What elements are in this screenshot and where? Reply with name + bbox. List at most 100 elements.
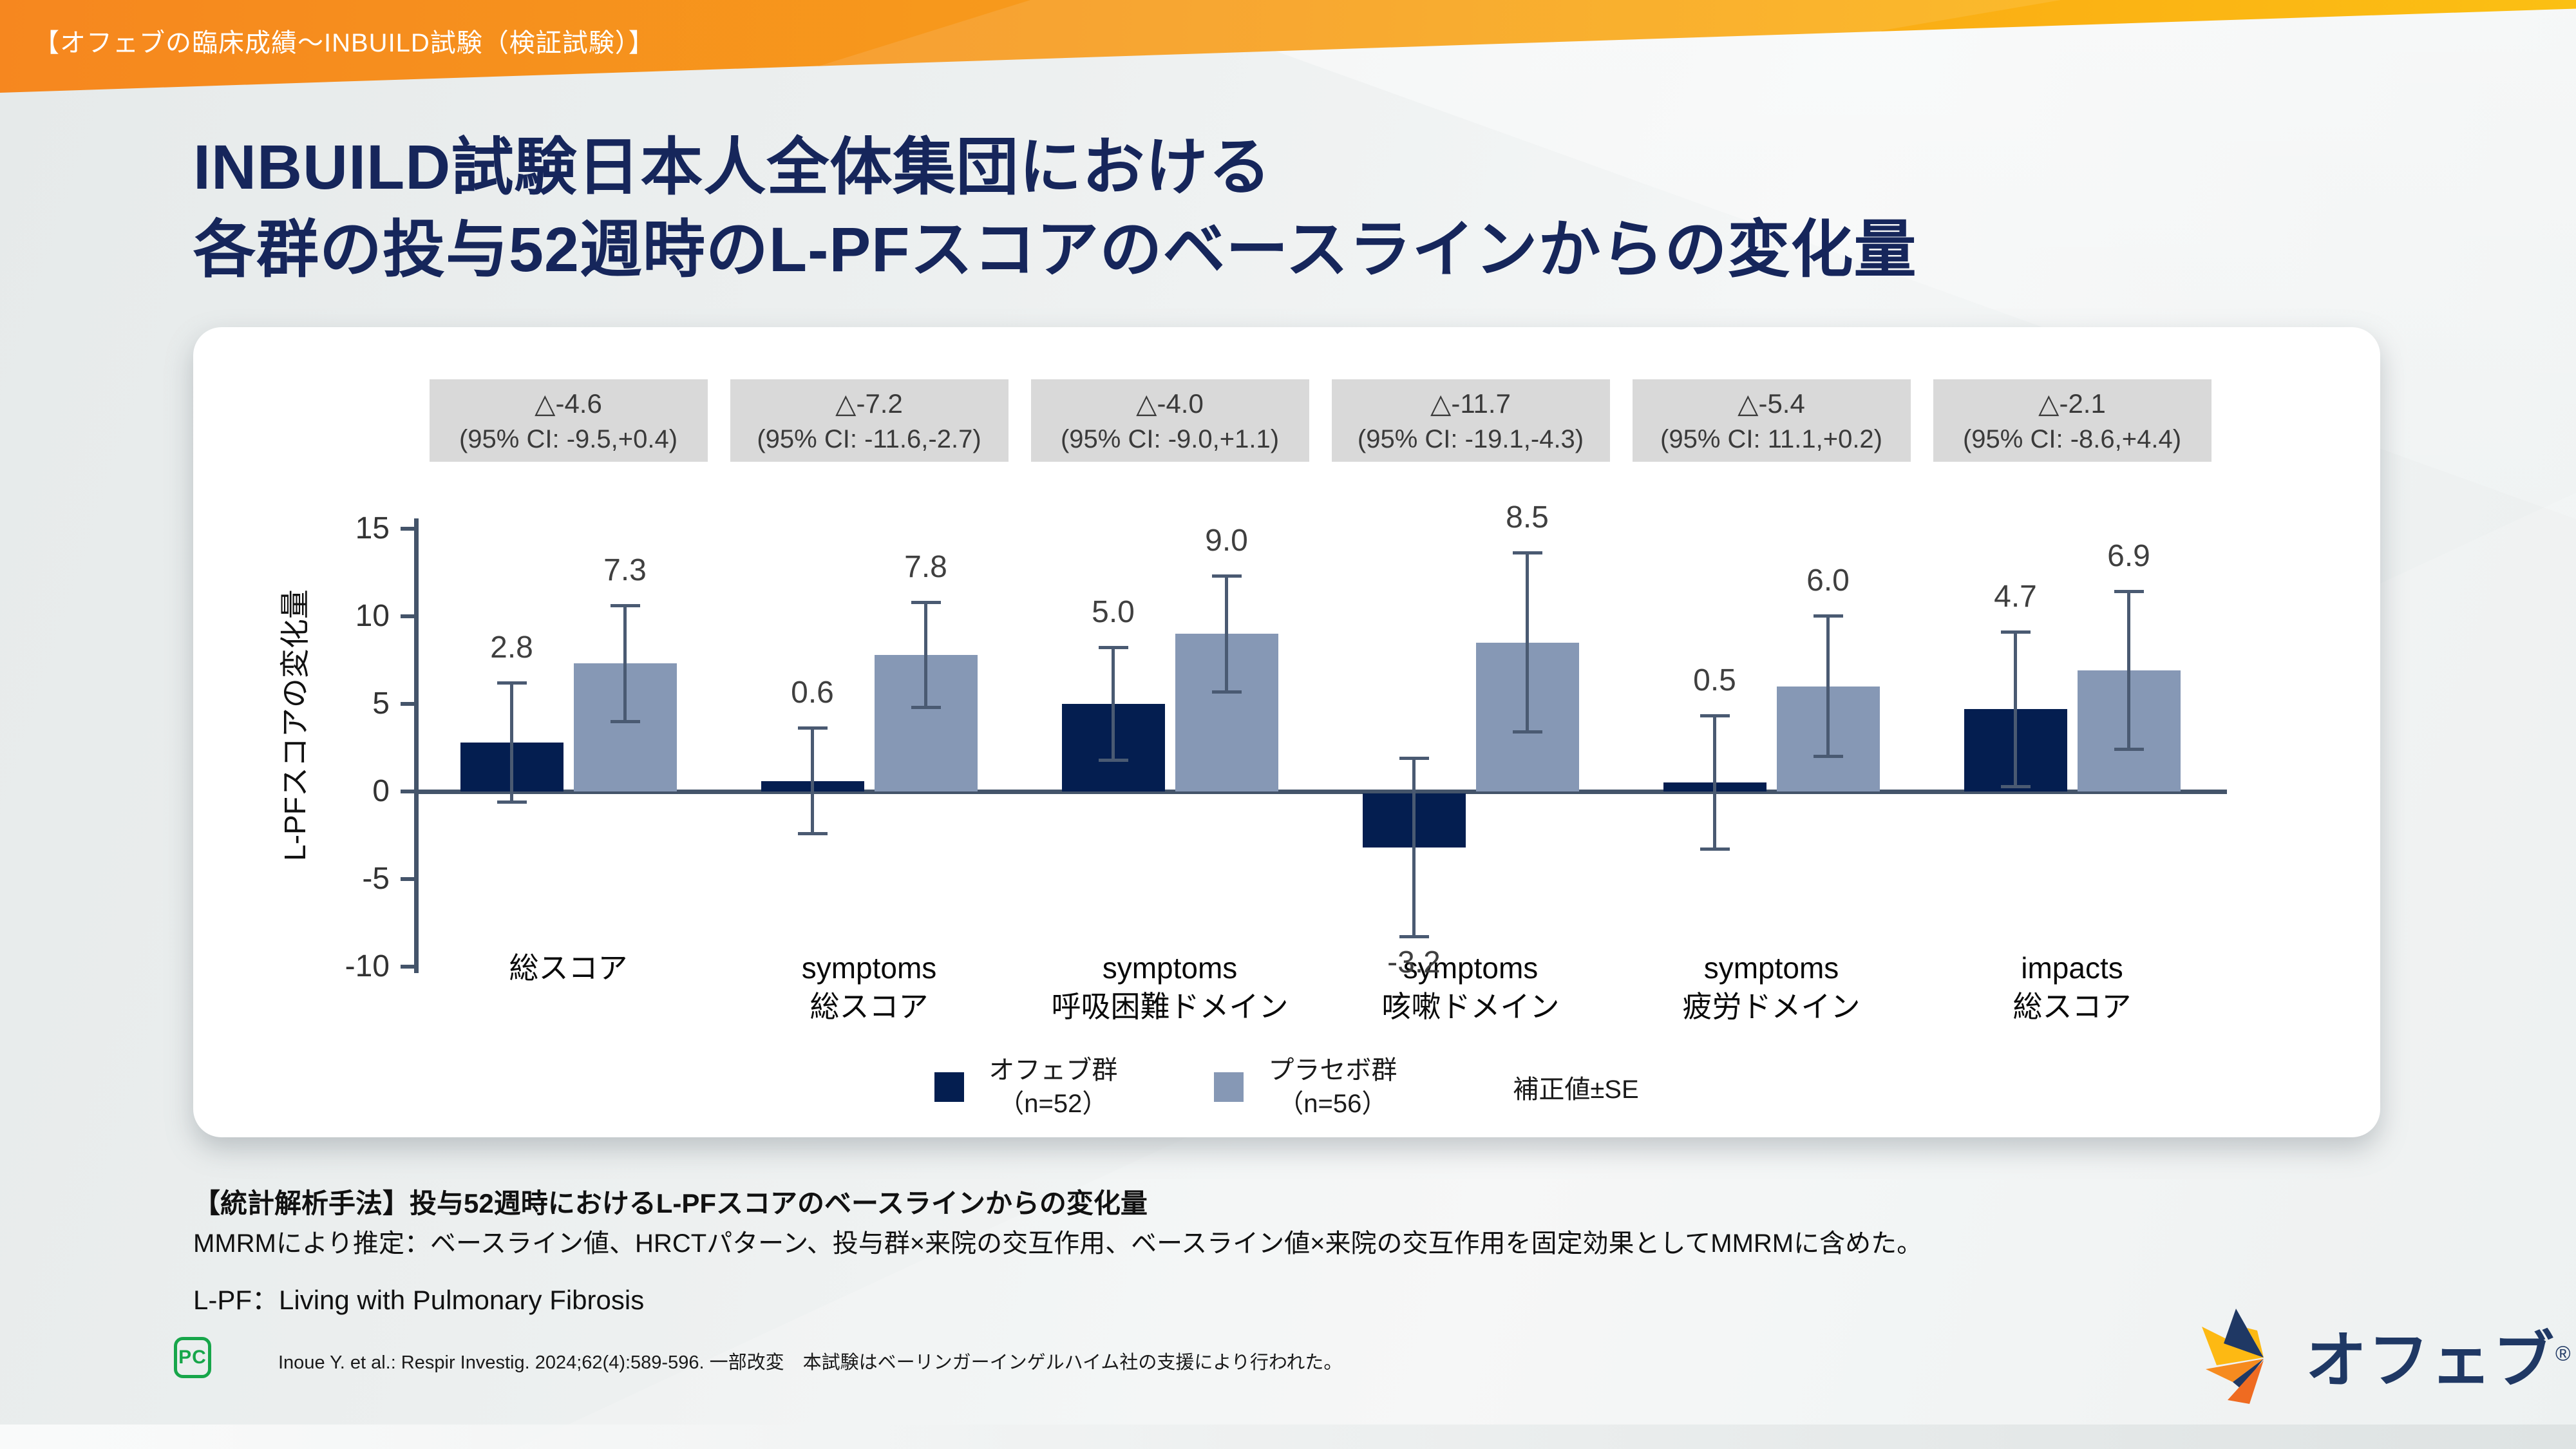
value-label: 6.0 xyxy=(1806,564,1850,598)
value-label: -3.2 xyxy=(1387,945,1441,980)
y-tick-label: 0 xyxy=(372,774,390,808)
diff-value: △-4.6 xyxy=(535,388,602,419)
error-bar-line xyxy=(2127,590,2130,752)
error-bar-line xyxy=(623,603,627,723)
y-tick-label: -5 xyxy=(362,862,390,896)
category-line: 呼吸困難ドメイン xyxy=(1051,990,1289,1023)
diff-box: △-7.2 (95% CI: -11.6,-2.7) xyxy=(730,379,1009,462)
diff-ci: (95% CI: -9.5,+0.4) xyxy=(459,425,678,453)
diff-ci: (95% CI: 11.1,+0.2) xyxy=(1660,425,1882,453)
error-bar-cap-bottom xyxy=(1813,755,1843,759)
error-bar-line xyxy=(1112,646,1115,762)
error-bar-line xyxy=(1526,551,1529,734)
error-bar-cap-bottom xyxy=(1700,848,1730,851)
value-label: 0.6 xyxy=(791,676,834,710)
error-bar-cap-bottom xyxy=(610,719,640,723)
legend-n: （n=56） xyxy=(1278,1090,1388,1118)
category-label: impacts 総スコア xyxy=(1922,949,2222,1026)
error-bar-cap-bottom xyxy=(797,832,828,835)
diff-box: △-2.1 (95% CI: -8.6,+4.4) xyxy=(1933,379,2211,462)
legend-n: （n=52） xyxy=(998,1090,1108,1118)
error-bar-line xyxy=(1225,574,1228,694)
page-title-line1: INBUILD試験日本人全体集団における xyxy=(193,132,1272,202)
category-line: symptoms xyxy=(1403,951,1539,985)
error-bar-cap-top xyxy=(1098,646,1128,650)
legend-note: 補正値±SE xyxy=(1513,1075,1639,1104)
error-bar-cap-top xyxy=(497,681,527,685)
diff-value: △-5.4 xyxy=(1738,388,1805,419)
legend-swatch xyxy=(1214,1072,1244,1102)
error-bar-cap-top xyxy=(1512,551,1542,555)
diff-value: △-2.1 xyxy=(2038,388,2106,419)
legend-label: プラセボ群 （n=56） xyxy=(1268,1054,1397,1121)
category-line: 総スコア xyxy=(810,990,929,1023)
legend-item: オフェブ群 （n=52） xyxy=(934,1054,1117,1121)
error-bar-cap-bottom xyxy=(1211,690,1242,694)
diff-ci: (95% CI: -11.6,-2.7) xyxy=(757,425,981,453)
value-label: 7.3 xyxy=(603,553,647,587)
error-bar-cap-bottom xyxy=(497,800,527,804)
y-tick xyxy=(401,790,414,793)
error-bar-line xyxy=(2014,630,2017,788)
error-bar-cap-top xyxy=(1399,756,1429,760)
legend: オフェブ群 （n=52） プラセボ群 （n=56） 補正値±SE xyxy=(193,1054,2380,1121)
error-bar-cap-top xyxy=(1700,714,1730,718)
diff-box: △-11.7 (95% CI: -19.1,-4.3) xyxy=(1331,379,1610,462)
error-bar-line xyxy=(1713,714,1716,851)
value-label: 5.0 xyxy=(1092,595,1135,630)
category-label: symptoms 咳嗽ドメイン xyxy=(1321,949,1621,1026)
y-axis-line xyxy=(414,518,419,973)
category-label: symptoms 総スコア xyxy=(719,949,1019,1026)
value-label: 0.5 xyxy=(1693,663,1736,698)
y-tick xyxy=(401,527,414,531)
value-label: 8.5 xyxy=(1506,500,1549,535)
error-bar-cap-top xyxy=(797,726,828,730)
category-line: 総スコア xyxy=(509,951,628,985)
legend-item: プラセボ群 （n=56） xyxy=(1214,1054,1397,1121)
error-bar-cap-top xyxy=(1211,574,1242,578)
pc-badge-icon: PC xyxy=(174,1337,211,1378)
legend-swatch xyxy=(934,1072,965,1102)
category-line: symptoms xyxy=(1703,951,1839,985)
diff-box: △-5.4 (95% CI: 11.1,+0.2) xyxy=(1632,379,1911,462)
value-label: 9.0 xyxy=(1205,523,1248,558)
error-bar-line xyxy=(1826,614,1830,759)
bar-chart: L-PFスコアの変化量 15 10 5 0 -5 -10 △-4.6 (95% CI: -9.… xyxy=(193,327,2380,1137)
category-line: symptoms xyxy=(801,951,937,985)
y-tick xyxy=(401,877,414,881)
error-bar-cap-bottom xyxy=(2000,784,2031,788)
error-bar-line xyxy=(510,681,513,804)
value-label: 4.7 xyxy=(1994,579,2037,614)
footnote-stats-body: MMRMにより推定：ベースライン値、HRCTパターン、投与群×来院の交互作用、ベ… xyxy=(193,1229,1923,1258)
diff-ci: (95% CI: -9.0,+1.1) xyxy=(1060,425,1280,453)
diff-box: △-4.0 (95% CI: -9.0,+1.1) xyxy=(1030,379,1309,462)
category-line: impacts xyxy=(2021,951,2123,985)
page-title-line2: 各群の投与52週時のL-PFスコアのベースラインからの変化量 xyxy=(193,214,1917,285)
y-tick-label: -10 xyxy=(345,949,390,983)
y-tick-label: 10 xyxy=(355,599,390,633)
header-tag: 【オフェブの臨床成績〜INBUILD試験（検証試験）】 xyxy=(33,29,655,57)
error-bar-cap-top xyxy=(1813,614,1843,618)
error-bar-cap-top xyxy=(2114,590,2144,594)
category-line: symptoms xyxy=(1102,951,1238,985)
registered-mark: ® xyxy=(2555,1341,2572,1365)
ofev-logo: オフェブ® xyxy=(2200,1306,2572,1404)
ofev-logo-wordmark: オフェブ xyxy=(2306,1326,2556,1395)
category-label: 総スコア xyxy=(419,949,719,987)
error-bar-cap-bottom xyxy=(2114,748,2144,752)
legend-name: オフェブ群 xyxy=(989,1056,1118,1084)
footnote-stats-title: 【統計解析手法】投与52週時におけるL-PFスコアのベースラインからの変化量 xyxy=(193,1188,1148,1218)
diff-value: △-4.0 xyxy=(1136,388,1204,419)
category-line: 咳嗽ドメイン xyxy=(1381,990,1560,1023)
error-bar-line xyxy=(1412,756,1416,939)
citation-text: Inoue Y. et al.: Respir Investig. 2024;6… xyxy=(278,1352,1343,1373)
category-line: 疲労ドメイン xyxy=(1682,990,1861,1023)
category-label: symptoms 呼吸困難ドメイン xyxy=(1020,949,1320,1026)
value-label: 6.9 xyxy=(2107,539,2150,574)
diff-ci: (95% CI: -19.1,-4.3) xyxy=(1357,425,1584,453)
error-bar-cap-bottom xyxy=(1399,935,1429,939)
bottom-strip xyxy=(0,1425,2576,1449)
ofev-logo-text: オフェブ® xyxy=(2306,1311,2572,1399)
y-tick-label: 15 xyxy=(355,511,390,545)
